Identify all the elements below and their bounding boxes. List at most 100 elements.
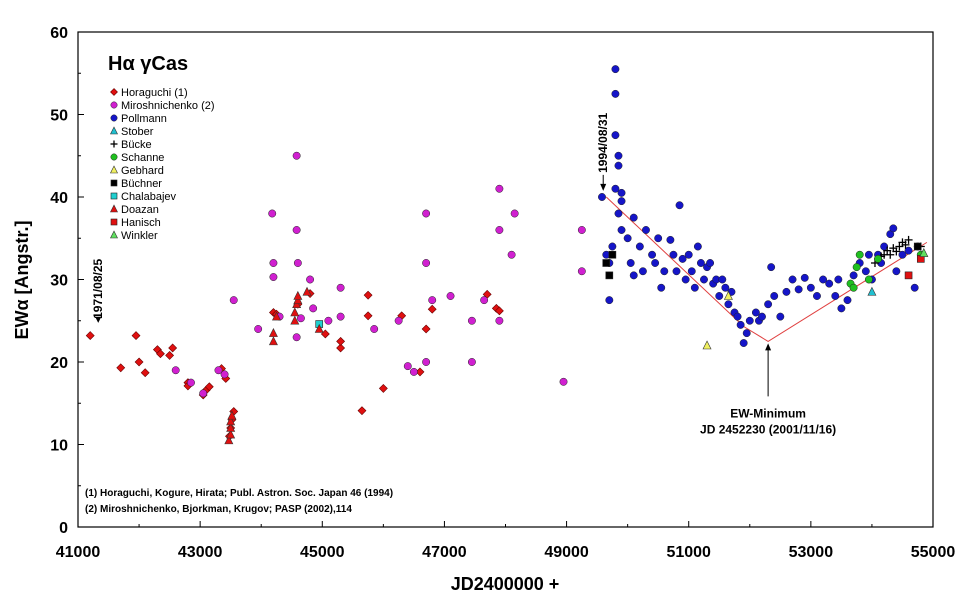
point-miroshnichenko-2 xyxy=(292,333,301,342)
point-pollmann xyxy=(776,312,785,321)
point-miroshnichenko-2 xyxy=(293,259,302,267)
x-tick-label: 45000 xyxy=(300,544,345,561)
point-pollmann xyxy=(770,292,779,300)
annotation-arrow-min xyxy=(765,343,772,351)
point-miroshnichenko-2 xyxy=(296,314,305,323)
y-tick-label: 60 xyxy=(50,25,68,42)
point-horaguchi-1 xyxy=(421,324,431,334)
legend-label: Doazan xyxy=(121,204,159,216)
point-pollmann xyxy=(642,226,650,234)
point-pollmann xyxy=(892,267,901,276)
point-miroshnichenko-2 xyxy=(409,367,418,376)
point-schanne xyxy=(855,250,864,259)
legend-marker xyxy=(110,165,118,174)
point-pollmann xyxy=(614,161,623,170)
legend-label: Winkler xyxy=(121,230,158,242)
point-pollmann xyxy=(767,263,776,272)
x-tick-label: 51000 xyxy=(666,544,711,561)
point-miroshnichenko-2 xyxy=(480,296,489,305)
point-horaguchi-1 xyxy=(116,363,126,373)
point-b-chner xyxy=(605,271,614,280)
point-pollmann xyxy=(843,296,852,305)
point-schanne xyxy=(852,263,861,272)
legend-marker xyxy=(110,126,118,135)
point-miroshnichenko-2 xyxy=(336,283,345,292)
point-miroshnichenko-2 xyxy=(199,389,208,398)
y-axis-label: EWα [Angstr.] xyxy=(12,220,32,339)
point-pollmann xyxy=(629,271,638,280)
annotations: 1971/08/25 1994/08/31 EW-Minimum JD 2452230… xyxy=(91,112,836,436)
point-b-chner xyxy=(608,250,617,259)
point-miroshnichenko-2 xyxy=(229,296,238,305)
point-stober xyxy=(867,286,877,296)
point-horaguchi-1 xyxy=(165,350,175,360)
point-pollmann xyxy=(666,235,675,244)
x-tick-label: 41000 xyxy=(56,544,101,561)
legend-label: Hanisch xyxy=(121,217,161,229)
point-pollmann xyxy=(898,250,907,259)
point-miroshnichenko-2 xyxy=(577,267,586,276)
point-pollmann xyxy=(745,316,754,325)
point-miroshnichenko-2 xyxy=(467,316,476,325)
point-gebhard xyxy=(702,340,712,350)
legend-marker xyxy=(110,114,118,122)
annotation-arrow-1994 xyxy=(600,183,607,191)
point-miroshnichenko-2 xyxy=(187,378,195,387)
point-pollmann xyxy=(611,65,620,74)
point-miroshnichenko-2 xyxy=(559,377,568,386)
legend-label: Pollmann xyxy=(121,113,167,125)
point-pollmann xyxy=(605,296,614,305)
point-pollmann xyxy=(751,308,760,317)
point-pollmann xyxy=(617,197,626,206)
point-pollmann xyxy=(715,292,724,300)
y-tick-label: 40 xyxy=(50,190,68,207)
legend-label: Bücke xyxy=(121,139,152,151)
point-pollmann xyxy=(788,275,797,284)
legend-marker xyxy=(110,88,118,96)
point-schanne xyxy=(849,283,858,292)
point-miroshnichenko-2 xyxy=(254,325,263,333)
point-pollmann xyxy=(675,201,684,210)
point-doazan xyxy=(227,410,237,420)
point-pollmann xyxy=(617,226,626,234)
point-miroshnichenko-2 xyxy=(171,366,180,375)
annotation-label-1994: 1994/08/31 xyxy=(596,112,610,172)
point-pollmann xyxy=(651,259,660,267)
point-pollmann xyxy=(782,287,791,296)
y-tick-label: 0 xyxy=(59,520,68,537)
annotation-label-minimum-jd: JD 2452230 (2001/11/16) xyxy=(700,422,836,436)
legend-label: Gebhard xyxy=(121,165,164,177)
point-miroshnichenko-2 xyxy=(220,370,229,379)
point-pollmann xyxy=(800,273,809,282)
y-tick-label: 30 xyxy=(50,273,68,290)
point-gebhard xyxy=(723,290,733,300)
point-miroshnichenko-2 xyxy=(324,316,333,325)
point-miroshnichenko-2 xyxy=(292,226,301,234)
point-pollmann xyxy=(825,279,834,288)
point-pollmann xyxy=(611,184,620,193)
point-b-cke xyxy=(883,246,892,255)
point-pollmann xyxy=(681,275,690,284)
point-horaguchi-1 xyxy=(156,349,165,359)
point-miroshnichenko-2 xyxy=(370,325,379,333)
point-doazan xyxy=(293,290,303,300)
legend-marker xyxy=(110,192,118,200)
point-horaguchi-1 xyxy=(363,311,373,321)
point-miroshnichenko-2 xyxy=(422,259,431,267)
point-b-cke xyxy=(904,235,913,244)
point-miroshnichenko-2 xyxy=(577,226,586,234)
point-pollmann xyxy=(813,292,821,300)
point-pollmann xyxy=(608,242,617,251)
point-miroshnichenko-2 xyxy=(507,250,516,259)
point-b-cke xyxy=(892,247,901,256)
y-tick-label: 50 xyxy=(50,108,68,125)
point-pollmann xyxy=(864,250,873,259)
point-b-cke xyxy=(901,240,910,249)
point-miroshnichenko-2 xyxy=(495,226,504,234)
point-pollmann xyxy=(629,213,638,222)
legend-label: Miroshnichenko (2) xyxy=(121,100,215,112)
point-miroshnichenko-2 xyxy=(467,358,476,366)
point-pollmann xyxy=(648,250,657,259)
point-miroshnichenko-2 xyxy=(269,273,278,281)
point-miroshnichenko-2 xyxy=(495,316,504,325)
